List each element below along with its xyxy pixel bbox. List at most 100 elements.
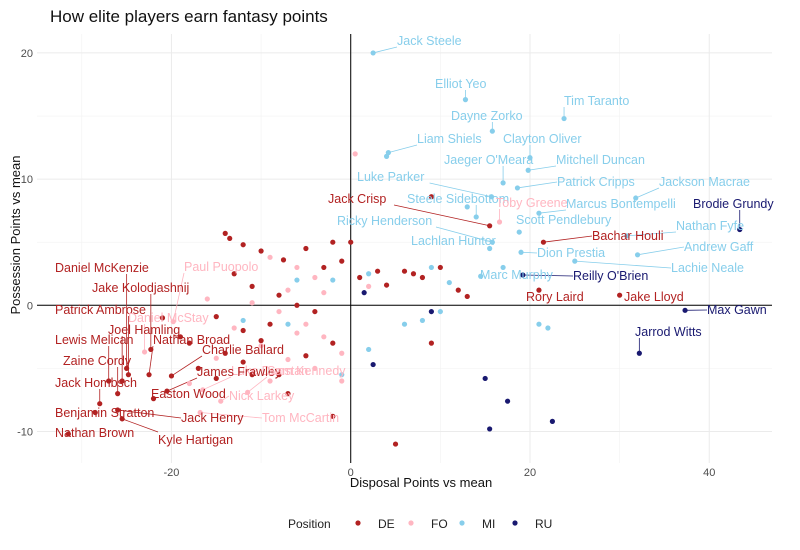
data-point [419, 274, 426, 281]
data-point [545, 325, 551, 331]
point-label: Easton Wood [151, 387, 226, 401]
data-point-labeled [633, 195, 639, 201]
data-point [348, 239, 354, 245]
data-point [392, 441, 399, 447]
data-point-labeled [489, 128, 495, 134]
data-point [213, 355, 219, 361]
point-label: Toby Greene [496, 196, 568, 210]
point-label: Nick Larkey [229, 389, 295, 403]
axes: -20 0 20 40 -10 0 10 20 [17, 34, 772, 479]
point-label: Lachlan Hunter [411, 234, 496, 248]
data-point [339, 378, 345, 384]
data-point [312, 308, 318, 315]
label-leader-line [171, 355, 203, 377]
data-point-labeled [106, 378, 112, 384]
data-point-labeled [473, 214, 479, 220]
data-point [240, 359, 246, 365]
label-leader-line [122, 418, 159, 433]
data-point-labeled [245, 389, 251, 395]
data-point [500, 264, 506, 271]
data-point [258, 343, 264, 349]
label-leader-line [172, 272, 185, 322]
data-point [330, 340, 336, 346]
data-point [339, 258, 345, 264]
legend-key [459, 520, 465, 526]
data-point [383, 282, 390, 288]
point-label: Jaeger O'Meara [444, 153, 533, 167]
data-point [321, 334, 327, 340]
point-label: Jack Hombsch [55, 376, 137, 390]
data-point-labeled [636, 350, 642, 356]
data-point [240, 327, 246, 334]
data-point [249, 283, 255, 289]
data-point [186, 340, 192, 346]
label-leader-line [637, 246, 685, 256]
point-label: Clayton Oliver [503, 132, 582, 146]
data-point-labeled [536, 210, 542, 216]
data-point-labeled [518, 249, 524, 255]
data-point [437, 308, 443, 315]
data-point-labeled [97, 401, 103, 407]
point-label: Elliot Yeo [435, 77, 486, 91]
data-point-labeled [478, 273, 484, 279]
point-label: Reilly O'Brien [573, 269, 648, 283]
point-label: Nathan Brown [55, 426, 134, 440]
data-point-labeled [634, 252, 641, 258]
legend-title: Position [288, 517, 331, 531]
data-point-labeled [462, 97, 469, 103]
point-label: James Frawley [197, 365, 282, 379]
label-leader-line [543, 235, 593, 243]
data-point [276, 308, 282, 315]
label-leader-line [521, 251, 538, 254]
legend-label: MI [482, 517, 495, 531]
data-point [428, 308, 434, 315]
data-points [65, 50, 743, 447]
data-point-labeled [148, 346, 154, 353]
label-leader-line [373, 46, 398, 54]
label-leader-line [388, 144, 418, 153]
data-point [370, 361, 376, 368]
data-point-labeled [115, 391, 121, 397]
point-label: Jackson Macrae [659, 175, 750, 189]
label-leader-lines [99, 46, 741, 433]
y-axis-title: Possession Points vs mean [8, 156, 23, 315]
point-label: Jake Lloyd [624, 290, 684, 304]
data-point [258, 248, 264, 254]
point-label: Tim Taranto [564, 94, 629, 108]
point-label: Jarrod Witts [635, 325, 702, 339]
label-leader-line [522, 274, 574, 277]
data-point [410, 271, 417, 277]
point-label: Charlie Ballard [202, 343, 284, 357]
point-label: Benjamin Stratton [55, 406, 154, 420]
data-point-labeled [514, 185, 521, 191]
data-point-labeled [146, 372, 152, 378]
data-point [276, 372, 282, 378]
data-point-labeled [500, 180, 506, 186]
y-tick-label: 10 [21, 174, 33, 186]
y-tick-label: 0 [27, 300, 33, 312]
x-tick-label: 20 [524, 467, 536, 479]
data-point-labeled [525, 167, 531, 173]
label-leader-line [202, 376, 232, 391]
label-leader-line [626, 231, 677, 237]
data-point [222, 350, 228, 356]
data-point [321, 290, 327, 296]
data-point-labeled [488, 194, 495, 200]
data-point [549, 418, 555, 424]
point-label: Jack Steele [397, 34, 462, 48]
data-point-labeled [197, 409, 203, 416]
data-point [312, 274, 318, 281]
legend-key [355, 520, 361, 526]
point-label: Kyle Hartigan [158, 433, 233, 447]
data-point [231, 325, 237, 331]
data-point [455, 287, 461, 293]
data-point [428, 264, 434, 271]
data-point [280, 257, 287, 263]
data-point [222, 230, 228, 236]
data-point [366, 271, 372, 277]
data-point-labeled [218, 398, 224, 404]
point-label: Daniel McStay [128, 311, 209, 325]
point-label: Paul Puopolo [184, 260, 258, 274]
data-point-labeled [536, 287, 542, 293]
